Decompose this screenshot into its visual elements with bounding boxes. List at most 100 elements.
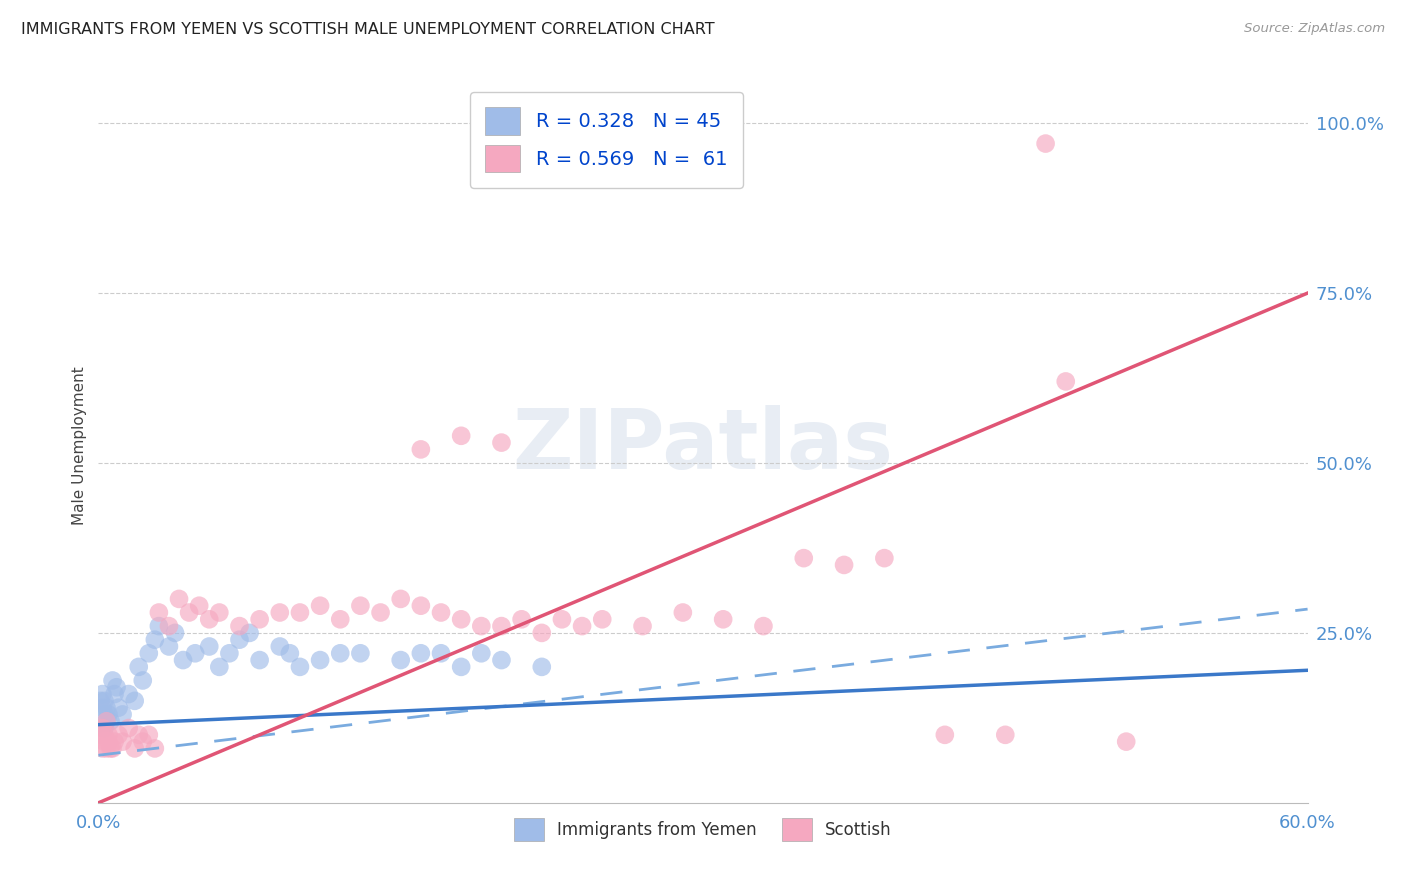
Text: Source: ZipAtlas.com: Source: ZipAtlas.com xyxy=(1244,22,1385,36)
Point xyxy=(138,728,160,742)
Point xyxy=(101,741,124,756)
Point xyxy=(96,714,118,729)
Point xyxy=(228,632,250,647)
Point xyxy=(711,612,734,626)
Point xyxy=(111,734,134,748)
Point xyxy=(430,646,453,660)
Point xyxy=(91,721,114,735)
Point xyxy=(551,612,574,626)
Point xyxy=(111,707,134,722)
Point xyxy=(491,435,513,450)
Point xyxy=(530,660,553,674)
Point xyxy=(148,606,170,620)
Point xyxy=(349,646,371,660)
Point xyxy=(198,612,221,626)
Point xyxy=(96,714,118,729)
Point xyxy=(228,619,250,633)
Point xyxy=(389,591,412,606)
Point xyxy=(591,612,613,626)
Point xyxy=(672,606,695,620)
Point xyxy=(93,734,115,748)
Point xyxy=(269,640,291,654)
Point xyxy=(370,606,392,620)
Y-axis label: Male Unemployment: Male Unemployment xyxy=(72,367,87,525)
Point xyxy=(93,707,115,722)
Legend: Immigrants from Yemen, Scottish: Immigrants from Yemen, Scottish xyxy=(508,811,898,848)
Point xyxy=(138,646,160,660)
Point xyxy=(218,646,240,660)
Point xyxy=(491,653,513,667)
Point xyxy=(288,606,311,620)
Point xyxy=(118,687,141,701)
Point xyxy=(934,728,956,742)
Point xyxy=(530,626,553,640)
Point xyxy=(409,599,432,613)
Point xyxy=(89,694,111,708)
Point xyxy=(91,700,114,714)
Point xyxy=(101,673,124,688)
Point xyxy=(91,687,114,701)
Point xyxy=(93,721,115,735)
Point xyxy=(470,619,492,633)
Point xyxy=(239,626,262,640)
Point xyxy=(349,599,371,613)
Point xyxy=(91,741,114,756)
Point xyxy=(128,660,150,674)
Point xyxy=(329,646,352,660)
Point xyxy=(97,707,120,722)
Point xyxy=(450,612,472,626)
Point xyxy=(157,619,180,633)
Point xyxy=(198,640,221,654)
Point xyxy=(103,687,125,701)
Point xyxy=(107,700,129,714)
Point xyxy=(1035,136,1057,151)
Point xyxy=(167,591,190,606)
Point xyxy=(128,728,150,742)
Point xyxy=(143,632,166,647)
Point xyxy=(389,653,412,667)
Point xyxy=(188,599,211,613)
Point xyxy=(89,728,111,742)
Point xyxy=(309,653,332,667)
Point xyxy=(249,612,271,626)
Point xyxy=(157,640,180,654)
Point xyxy=(148,619,170,633)
Point xyxy=(752,619,775,633)
Text: IMMIGRANTS FROM YEMEN VS SCOTTISH MALE UNEMPLOYMENT CORRELATION CHART: IMMIGRANTS FROM YEMEN VS SCOTTISH MALE U… xyxy=(21,22,714,37)
Point xyxy=(143,741,166,756)
Point xyxy=(93,728,115,742)
Point xyxy=(450,429,472,443)
Point xyxy=(100,741,122,756)
Point xyxy=(208,660,231,674)
Point xyxy=(309,599,332,613)
Point xyxy=(179,606,201,620)
Text: ZIPatlas: ZIPatlas xyxy=(513,406,893,486)
Point xyxy=(93,694,115,708)
Point xyxy=(491,619,513,633)
Point xyxy=(1115,734,1137,748)
Point xyxy=(269,606,291,620)
Point xyxy=(96,741,118,756)
Point xyxy=(124,741,146,756)
Point xyxy=(571,619,593,633)
Point xyxy=(1054,375,1077,389)
Point xyxy=(105,680,128,694)
Point xyxy=(430,606,453,620)
Point xyxy=(288,660,311,674)
Point xyxy=(172,653,194,667)
Point xyxy=(994,728,1017,742)
Point xyxy=(409,646,432,660)
Point xyxy=(409,442,432,457)
Point xyxy=(97,734,120,748)
Point xyxy=(450,660,472,674)
Point xyxy=(163,626,186,640)
Point xyxy=(97,728,120,742)
Point xyxy=(103,734,125,748)
Point xyxy=(510,612,533,626)
Point xyxy=(107,728,129,742)
Point xyxy=(278,646,301,660)
Point xyxy=(184,646,207,660)
Point xyxy=(118,721,141,735)
Point xyxy=(873,551,896,566)
Point xyxy=(124,694,146,708)
